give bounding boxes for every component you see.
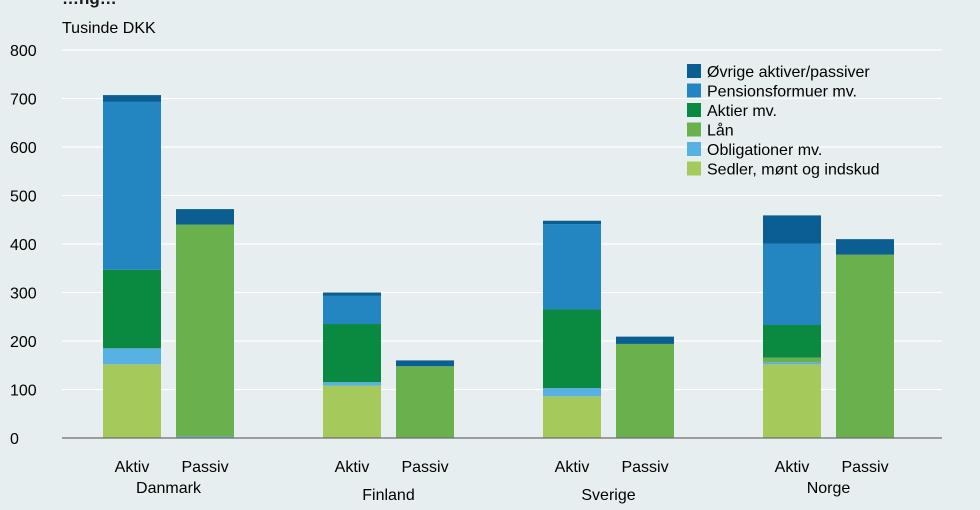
y-tick-label: 300 [10, 286, 37, 303]
legend-swatch [687, 142, 701, 156]
bar-segment [103, 101, 161, 270]
y-tick-label: 200 [10, 334, 37, 351]
legend-swatch [687, 64, 701, 78]
bar-label: Passiv [401, 459, 448, 476]
bar-segment [103, 348, 161, 365]
bar-segment [323, 385, 381, 438]
y-tick-label: 500 [10, 189, 37, 206]
bar-segment [763, 243, 821, 325]
y-tick-label: 0 [10, 431, 19, 448]
group-label: Norge [807, 480, 851, 497]
bar-segment [323, 295, 381, 325]
bar-segment [763, 324, 821, 358]
group-label: Sverige [581, 487, 635, 504]
bar-segment [763, 215, 821, 244]
bar-label: Passiv [621, 459, 668, 476]
bar-segment [836, 239, 894, 255]
bar-segment [763, 364, 821, 438]
y-tick-label: 400 [10, 237, 37, 254]
bar-segment [103, 95, 161, 102]
bar-label: Passiv [841, 459, 888, 476]
legend-label: Aktier mv. [707, 103, 777, 120]
legend-swatch [687, 161, 701, 176]
bar-segment [543, 220, 601, 225]
bar-segment [103, 364, 161, 438]
bar-segment [396, 360, 454, 367]
bar-segment [616, 336, 674, 344]
bar-segment [176, 224, 234, 437]
legend-label: Pensionsformuer mv. [707, 84, 857, 101]
y-tick-label: 700 [10, 92, 37, 109]
bar-label: Aktiv [775, 459, 810, 476]
y-tick-label: 100 [10, 383, 37, 400]
legend-swatch [687, 83, 701, 98]
bar-segment [176, 436, 234, 438]
bar-label: Aktiv [335, 459, 370, 476]
group-label: Danmark [136, 480, 202, 497]
bar-segment [763, 362, 821, 365]
bar-segment [176, 209, 234, 225]
bar-segment [616, 343, 674, 438]
bar-segment [836, 254, 894, 438]
legend-label: Lån [707, 122, 734, 140]
y-axis-label: Tusinde DKK [62, 20, 156, 37]
bar-segment [323, 382, 381, 386]
legend-label: Sedler, mønt og indskud [707, 162, 880, 179]
bar-segment [543, 309, 601, 389]
y-tick-label: 600 [10, 140, 37, 157]
bar-label: Passiv [181, 459, 228, 476]
chart-title: …ng… [62, 0, 117, 9]
bar-label: Aktiv [115, 459, 150, 476]
bar-segment [323, 292, 381, 296]
legend-label: Obligationer mv. [707, 142, 822, 159]
bar-label: Aktiv [555, 459, 590, 476]
y-tick-label: 800 [10, 43, 37, 60]
bar-segment [543, 224, 601, 310]
bar-segment [396, 366, 454, 438]
legend-swatch [687, 122, 701, 137]
bar-segment [543, 388, 601, 397]
bar-segment [543, 396, 601, 438]
bar-segment [323, 324, 381, 383]
bar-segment [103, 269, 161, 349]
legend-swatch [687, 103, 701, 117]
group-label: Finland [362, 487, 414, 504]
bar-segment [763, 357, 821, 363]
legend-label: Øvrige aktiver/passiver [707, 64, 870, 81]
